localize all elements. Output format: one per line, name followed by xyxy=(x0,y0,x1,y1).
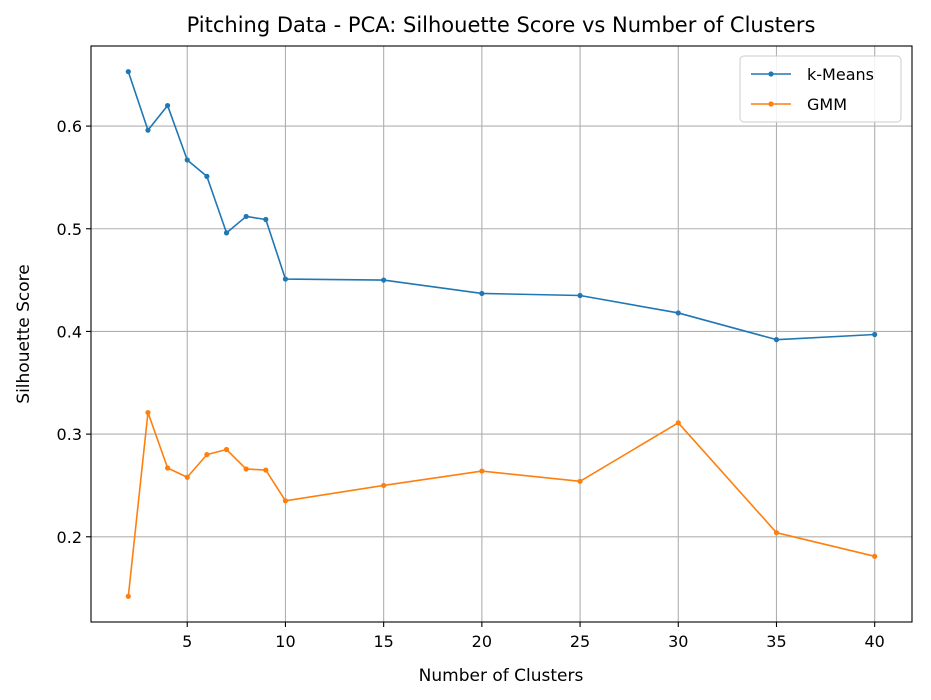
data-point-gmm xyxy=(577,478,583,484)
legend: k-Means GMM xyxy=(739,55,902,123)
data-point-gmm xyxy=(263,467,269,473)
data-point-k-means xyxy=(577,292,583,299)
data-point-gmm xyxy=(204,452,210,458)
data-point-gmm xyxy=(165,465,171,471)
x-tick-label: 20 xyxy=(472,632,492,651)
data-point-k-means xyxy=(145,127,151,133)
data-point-gmm xyxy=(282,498,289,504)
axis-ticks: 5 10 15 20 25 30 35 40 0.2 0.3 0.4 0.5 0.6 xyxy=(57,117,885,651)
series-lines xyxy=(125,69,878,599)
legend-marker-gmm xyxy=(768,101,774,107)
x-tick-label: 30 xyxy=(668,632,688,651)
y-tick-label: 0.4 xyxy=(57,322,82,341)
chart-title: Pitching Data - PCA: Silhouette Score vs… xyxy=(187,13,816,37)
y-tick-label: 0.5 xyxy=(57,220,82,239)
legend-box xyxy=(739,55,902,123)
y-tick-label: 0.6 xyxy=(57,117,82,136)
y-tick-label: 0.3 xyxy=(57,425,82,444)
data-point-k-means xyxy=(184,157,190,163)
x-tick-label: 15 xyxy=(373,632,393,651)
plot-frame xyxy=(90,45,913,623)
data-point-gmm xyxy=(223,446,230,453)
x-tick-label: 40 xyxy=(865,632,885,651)
data-point-gmm xyxy=(243,466,249,472)
gridlines xyxy=(91,46,912,622)
x-axis-label: Number of Clusters xyxy=(419,666,584,686)
data-point-gmm xyxy=(773,530,780,536)
data-point-k-means xyxy=(381,277,387,283)
x-tick-label: 10 xyxy=(275,632,295,651)
legend-marker-k-means xyxy=(768,71,774,77)
data-point-k-means xyxy=(243,213,249,220)
data-point-gmm xyxy=(184,474,190,480)
legend-label-k-means: k-Means xyxy=(807,65,874,84)
data-point-k-means xyxy=(223,230,230,236)
data-point-k-means xyxy=(675,310,681,316)
data-point-gmm xyxy=(145,409,151,416)
data-point-k-means xyxy=(479,290,485,297)
legend-label-gmm: GMM xyxy=(807,95,847,114)
data-point-k-means xyxy=(282,276,289,282)
x-tick-label: 35 xyxy=(766,632,786,651)
data-point-gmm xyxy=(675,420,681,426)
series-line-gmm xyxy=(127,411,875,597)
y-axis-label: Silhouette Score xyxy=(14,264,34,403)
data-point-k-means xyxy=(125,69,131,75)
data-point-gmm xyxy=(872,553,878,559)
x-tick-label: 25 xyxy=(570,632,590,651)
data-point-k-means xyxy=(872,331,878,338)
series-k-means xyxy=(125,69,878,343)
series-gmm xyxy=(125,409,878,599)
y-tick-label: 0.2 xyxy=(57,528,82,547)
data-point-k-means xyxy=(204,173,210,179)
data-point-k-means xyxy=(773,337,780,343)
data-point-gmm xyxy=(479,468,485,474)
data-point-gmm xyxy=(125,593,131,599)
data-point-k-means xyxy=(263,216,269,223)
data-point-k-means xyxy=(165,102,171,109)
x-tick-label: 5 xyxy=(182,632,192,651)
data-point-gmm xyxy=(381,482,387,489)
